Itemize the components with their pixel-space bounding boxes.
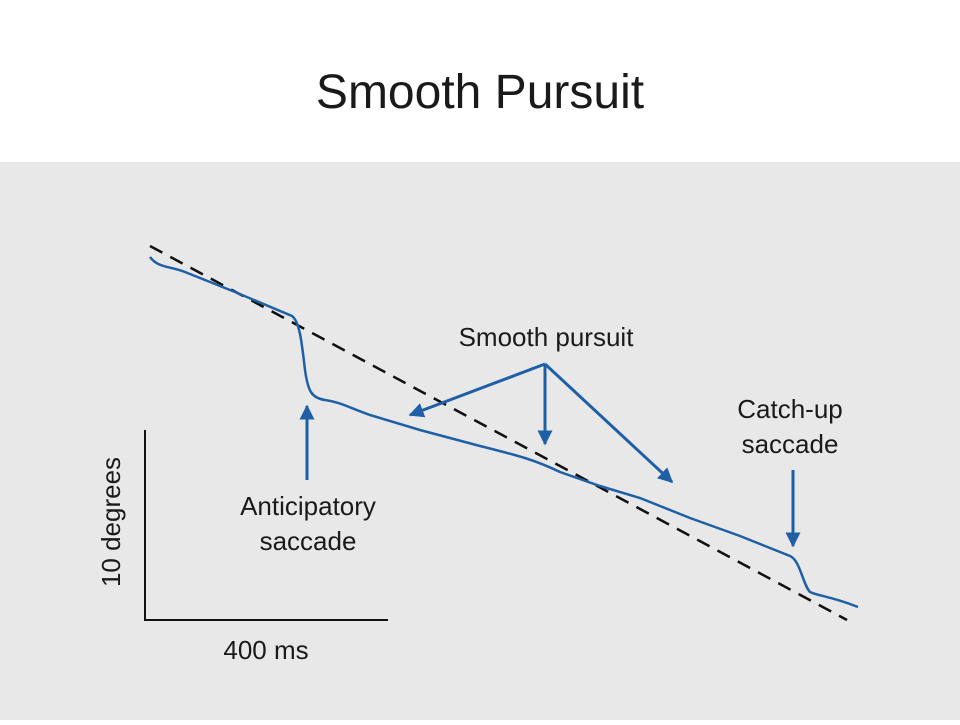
eye-trace [148, 256, 859, 609]
figure-panel [0, 162, 960, 720]
anticipatory-label: Anticipatory [240, 491, 376, 521]
title-area [0, 0, 960, 162]
pursuit-arrow [543, 362, 674, 484]
catch-up-label: Catch-up [737, 394, 843, 424]
scale-x-label: 400 ms [223, 635, 308, 665]
scale-y-label: 10 degrees [96, 457, 126, 587]
slide-title: Smooth Pursuit [316, 66, 644, 119]
anticipatory-label: saccade [260, 526, 357, 556]
smooth-pursuit-label: Smooth pursuit [459, 322, 635, 352]
target-path [149, 244, 848, 622]
scale-bar [144, 430, 388, 621]
catch-up-label: saccade [742, 429, 839, 459]
pursuit-arrow [408, 362, 546, 418]
